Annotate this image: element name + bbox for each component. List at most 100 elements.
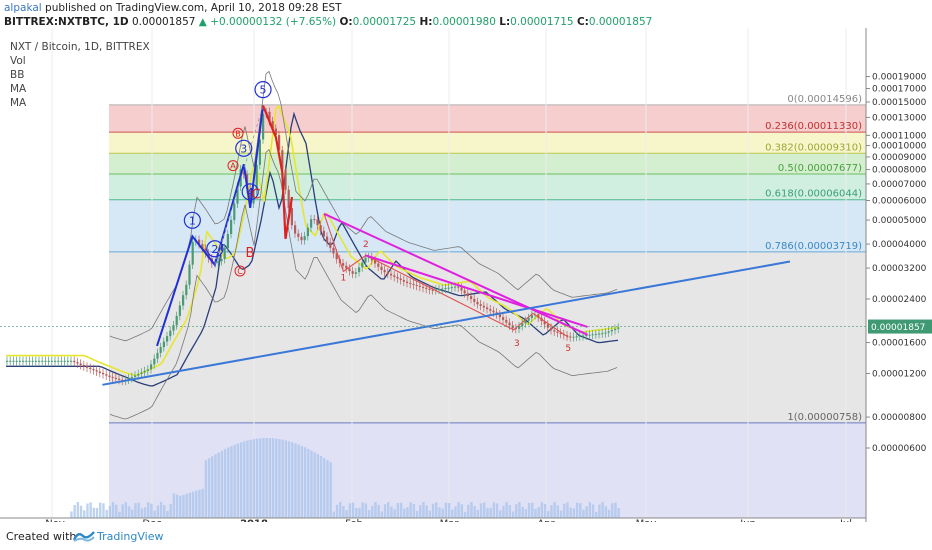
candle-body <box>492 310 495 313</box>
wave-label: 3 <box>240 142 247 155</box>
volume-bar <box>508 504 512 518</box>
candle-body <box>233 203 236 220</box>
volume-bar <box>390 506 393 518</box>
candle-body <box>470 296 473 299</box>
candle-body <box>278 135 281 151</box>
candle-body <box>508 322 511 326</box>
ohlc-bar: BITTREX:NXTBTC, 1D 0.00001857 ▲ +0.00000… <box>4 16 652 28</box>
volume-bar <box>255 438 259 518</box>
tradingview-brand[interactable]: TradingView <box>97 530 164 543</box>
up-arrow-icon: ▲ <box>198 16 207 28</box>
trendline <box>102 260 791 386</box>
volume-bar <box>233 444 236 518</box>
candle-body <box>466 293 469 297</box>
y-tick-label: 0.00002400 <box>872 295 927 305</box>
legend-ma2[interactable]: MA <box>10 97 27 109</box>
volume-bar <box>393 509 396 518</box>
volume-bar <box>492 502 496 518</box>
candle-body <box>425 287 428 289</box>
volume-bar <box>380 511 384 518</box>
candle-body <box>546 324 549 328</box>
volume-bar <box>310 450 313 518</box>
candle-body <box>377 263 380 267</box>
volume-bar <box>188 492 192 518</box>
volume-bar <box>358 507 361 518</box>
candle-body <box>550 327 553 331</box>
volume-bar <box>367 510 371 518</box>
legend-bb[interactable]: BB <box>10 69 25 81</box>
volume-bar <box>515 504 518 518</box>
x-tick-label: Jun <box>739 518 756 522</box>
volume-bar <box>252 439 256 518</box>
volume-bar <box>214 454 217 518</box>
corrective-label: B <box>235 129 241 138</box>
current-price: 0.00001857 <box>131 16 196 28</box>
corrective-circle <box>227 160 239 172</box>
candle-body <box>57 360 60 362</box>
wave-circle <box>183 211 201 229</box>
candle-body <box>502 317 505 320</box>
ma-short-line <box>6 104 619 377</box>
close-label: C: <box>576 16 589 28</box>
candle-body <box>271 121 274 129</box>
volume-bar <box>111 502 115 518</box>
volume-bar <box>70 511 73 518</box>
volume-bar <box>307 448 310 518</box>
volume-bar <box>291 442 294 518</box>
volume-bar <box>249 439 252 518</box>
volume-bar <box>191 491 195 518</box>
candle-body <box>258 139 261 165</box>
volume-bars <box>70 438 620 518</box>
low-label: L: <box>499 16 511 28</box>
candle-body <box>386 272 389 274</box>
candle-body <box>361 262 364 268</box>
legend-ma1[interactable]: MA <box>10 83 27 95</box>
candle-body <box>198 239 201 245</box>
volume-bar <box>278 439 281 518</box>
candle-body <box>287 189 290 209</box>
volume-bar <box>563 503 566 518</box>
candle-body <box>342 263 345 266</box>
candle-body <box>412 283 415 285</box>
volume-bar <box>271 438 275 518</box>
volume-bar <box>207 458 211 518</box>
candle-body <box>335 253 338 260</box>
volume-bar <box>374 502 377 518</box>
candle-body <box>367 257 370 259</box>
volume-bar <box>604 506 608 518</box>
fib-zone <box>109 153 866 174</box>
x-tick-label: 2018 <box>240 518 268 522</box>
volume-bar <box>572 508 576 518</box>
wave-circle <box>235 139 253 157</box>
candle-body <box>137 374 140 376</box>
volume-bar <box>163 505 166 518</box>
legend-vol[interactable]: Vol <box>10 55 26 67</box>
candle-body <box>105 374 108 376</box>
candle-body <box>127 378 130 380</box>
volume-bar <box>601 502 604 518</box>
volume-bar <box>527 502 531 518</box>
candle-body <box>604 332 607 334</box>
last-price-label: 0.00001857 <box>871 323 925 333</box>
fib-label: 0.236(0.00011330) <box>765 121 862 132</box>
volume-bar <box>115 504 118 518</box>
volume-bar <box>387 502 390 518</box>
candle-body <box>76 362 79 364</box>
candle-body <box>415 284 418 286</box>
candle-body <box>54 360 57 362</box>
volume-bar <box>419 505 422 518</box>
candle-body <box>486 307 489 310</box>
volume-bar <box>348 503 352 518</box>
high-value: 0.00001980 <box>432 16 496 28</box>
author-link[interactable]: alpakal <box>4 2 42 14</box>
volume-bar <box>499 510 502 518</box>
volume-bar <box>345 510 348 518</box>
y-tick-label: 0.00000600 <box>872 444 927 454</box>
volume-bar <box>502 505 505 518</box>
candle-body <box>354 272 357 274</box>
candle-body <box>518 326 521 329</box>
symbol-label: BITTREX:NXTBTC, 1D <box>4 16 129 28</box>
candle-body <box>521 323 524 327</box>
candle-body <box>527 317 530 321</box>
